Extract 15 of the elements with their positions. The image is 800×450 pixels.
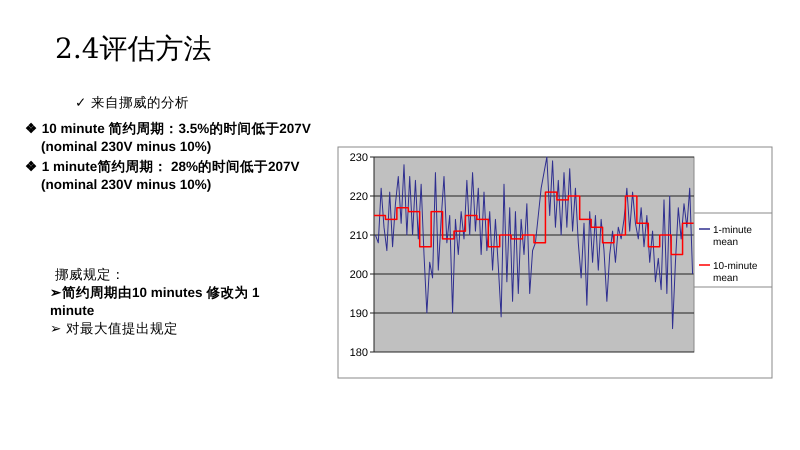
y-tick-label: 210 bbox=[350, 230, 368, 242]
annotation: ➢ 对最大值提出规定 bbox=[50, 320, 179, 338]
y-tick-label: 200 bbox=[350, 269, 368, 281]
legend-label: 1-minute mean bbox=[713, 225, 752, 248]
y-tick-label: 220 bbox=[350, 191, 368, 203]
y-tick-label: 230 bbox=[350, 152, 368, 164]
y-tick-label: 190 bbox=[350, 308, 368, 320]
annotation: ➢简约周期由10 minutes 修改为 1 minute bbox=[50, 284, 261, 320]
annotation: ❖ 1 minute简约周期： 28%的时间低于207V (nominal 230V minus 10%) bbox=[25, 158, 301, 194]
title: 2.4评估方法 bbox=[55, 32, 212, 66]
y-tick-label: 180 bbox=[350, 347, 368, 359]
legend-label: 10-minute mean bbox=[713, 261, 758, 284]
annotation: 挪威规定： bbox=[55, 266, 126, 284]
annotation: ❖ 10 minute 简约周期：3.5%的时间低于207V (nominal 230V minus 10%) bbox=[25, 120, 312, 156]
annotation: ✓ 来自挪威的分析 bbox=[75, 94, 190, 112]
